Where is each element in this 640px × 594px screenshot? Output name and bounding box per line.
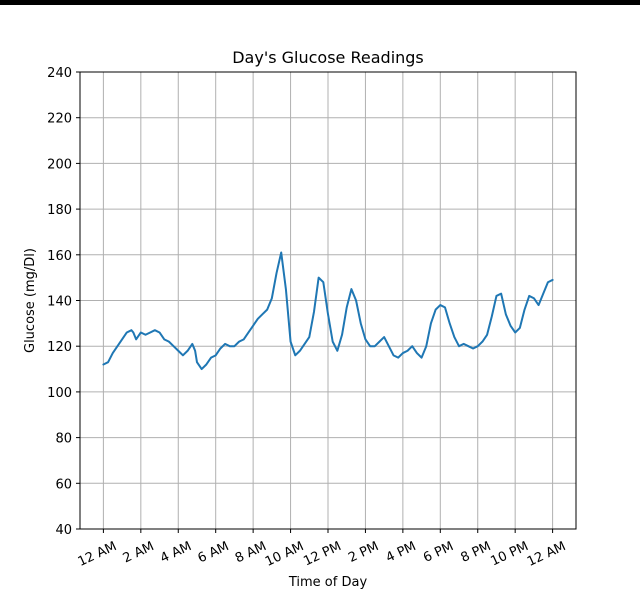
x-tick-label: 4 PM [384, 539, 419, 566]
y-tick-label: 80 [55, 432, 72, 447]
x-tick-label: 2 PM [346, 539, 381, 566]
y-tick-label: 200 [47, 157, 72, 172]
y-tick-label: 140 [47, 295, 72, 310]
x-tick-label: 8 PM [459, 539, 494, 566]
x-tick-label: 12 AM [76, 539, 119, 570]
y-tick-label: 240 [47, 66, 72, 81]
y-tick-label: 120 [47, 340, 72, 355]
grid-layer [80, 71, 576, 530]
y-axis-label: Glucose (mg/Dl) [23, 248, 38, 353]
x-tick-label: 10 PM [489, 539, 531, 569]
top-border [0, 0, 640, 5]
y-tick-label: 180 [47, 203, 72, 218]
x-tick-label: 6 AM [196, 539, 232, 566]
x-tick-label: 10 AM [263, 539, 306, 570]
x-tick-label: 6 PM [421, 539, 456, 566]
y-tick-label: 100 [47, 386, 72, 401]
y-tick-label: 40 [55, 523, 72, 538]
x-tick-label: 12 PM [301, 539, 343, 569]
chart-title: Day's Glucose Readings [232, 48, 424, 67]
x-tick-label: 4 AM [158, 539, 194, 566]
glucose-series-line [102, 251, 554, 371]
y-tick-label: 60 [55, 477, 72, 492]
data-layer [102, 251, 554, 371]
y-tick-label: 160 [47, 249, 72, 264]
x-tick-label: 8 AM [233, 539, 269, 566]
x-tick-label: 12 AM [525, 539, 568, 570]
x-tick-label: 2 AM [121, 539, 157, 566]
x-axis-label: Time of Day [288, 575, 368, 590]
y-tick-label: 220 [47, 112, 72, 127]
